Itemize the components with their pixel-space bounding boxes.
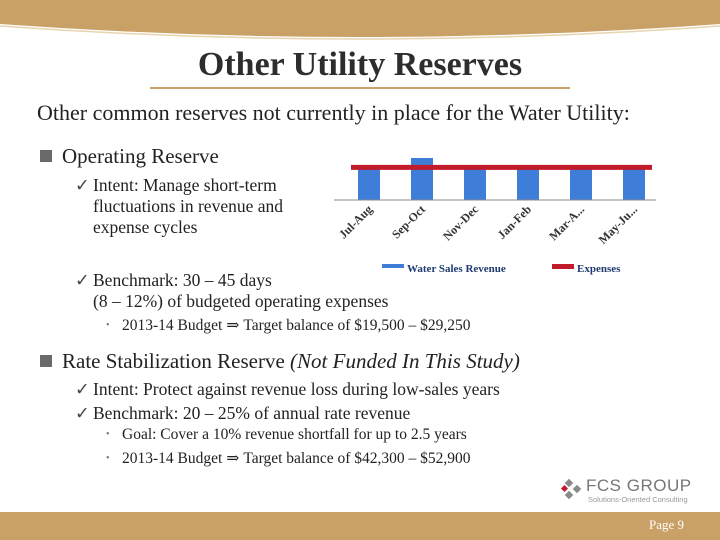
slide-title: Other Utility Reserves	[197, 46, 523, 83]
revenue-bar	[570, 166, 592, 200]
legend-swatch	[382, 264, 404, 268]
rate-benchmark-text: Benchmark: 20 – 25% of annual rate reven…	[93, 403, 411, 423]
arrow-icon: ⇒	[226, 450, 240, 467]
x-tick-label: May-Ju...	[596, 202, 641, 247]
checkmark-icon: ✓	[75, 379, 90, 399]
rate-budget: • 2013-14 Budget ⇒ Target balance of $42,30…	[106, 449, 471, 468]
revenue-bar	[517, 166, 539, 200]
budget-prefix: 2013-14 Budget	[122, 450, 223, 467]
x-tick-label: Jul-Aug	[336, 202, 375, 241]
dot-bullet-icon: •	[106, 453, 110, 464]
square-bullet-icon	[40, 150, 52, 162]
legend-label: Expenses	[577, 263, 621, 275]
rate-heading-text: Rate Stabilization Reserve	[62, 349, 285, 373]
rate-intent: ✓ Intent: Protect against revenue loss du…	[75, 379, 500, 400]
dot-bullet-icon: •	[106, 320, 110, 331]
rate-stabilization-heading: Rate Stabilization Reserve (Not Funded I…	[40, 349, 520, 374]
revenue-bar	[623, 166, 645, 200]
operating-intent: ✓ Intent: Manage short-term fluctuations …	[75, 175, 283, 238]
intent-line-1: Intent: Manage short-term	[93, 175, 277, 195]
slide-subtitle: Other common reserves not currently in p…	[37, 100, 630, 125]
rate-goal-text: Goal: Cover a 10% revenue shortfall for …	[122, 426, 467, 443]
rate-goal: • Goal: Cover a 10% revenue shortfall for…	[106, 426, 467, 444]
revenue-bar	[358, 166, 380, 200]
x-tick-label: Nov-Dec	[440, 202, 481, 243]
rate-heading-note: (Not Funded In This Study)	[290, 349, 520, 373]
legend-swatch	[552, 264, 574, 269]
page-number: Page 9	[648, 517, 684, 532]
rate-benchmark: ✓ Benchmark: 20 – 25% of annual rate reve…	[75, 403, 410, 424]
x-tick-label: Mar-A...	[546, 202, 587, 243]
intent-line-3: expense cycles	[93, 217, 198, 237]
operating-heading-text: Operating Reserve	[62, 144, 219, 168]
logo-name: FCS GROUP	[586, 476, 692, 495]
operating-benchmark: ✓ Benchmark: 30 – 45 days (8 – 12%) of bu…	[75, 270, 388, 312]
square-bullet-icon	[40, 355, 52, 367]
reserve-chart: Jul-Aug Sep-Oct Nov-Dec Jan-Feb Mar-A... May-…	[334, 158, 656, 275]
checkmark-icon: ✓	[75, 175, 90, 195]
benchmark-line-2: (8 – 12%) of budgeted operating expenses	[93, 291, 389, 311]
operating-reserve-heading: Operating Reserve	[40, 144, 219, 169]
rate-intent-text: Intent: Protect against revenue loss dur…	[93, 379, 500, 399]
top-band	[0, 0, 720, 20]
budget-text: Target balance of $42,300 – $52,900	[243, 450, 471, 467]
fcs-logo-mark-icon	[560, 478, 582, 500]
operating-budget: • 2013-14 Budget ⇒ Target balance of $19,50…	[106, 316, 471, 335]
title-underline	[150, 87, 570, 89]
checkmark-icon: ✓	[75, 403, 90, 423]
intent-line-2: fluctuations in revenue and	[93, 196, 284, 216]
x-tick-label: Sep-Oct	[389, 202, 428, 241]
benchmark-line-1: Benchmark: 30 – 45 days	[93, 270, 272, 290]
arrow-icon: ⇒	[226, 317, 240, 334]
legend-label: Water Sales Revenue	[407, 263, 506, 275]
bottom-band	[0, 512, 720, 540]
budget-text: Target balance of $19,500 – $29,250	[243, 317, 471, 334]
revenue-bar	[411, 158, 433, 200]
logo-tagline: Solutions-Oriented Consulting	[588, 495, 688, 504]
dot-bullet-icon: •	[106, 429, 110, 440]
x-tick-label: Jan-Feb	[495, 202, 535, 242]
top-curve-decoration	[0, 20, 720, 40]
budget-prefix: 2013-14 Budget	[122, 317, 223, 334]
checkmark-icon: ✓	[75, 270, 90, 290]
revenue-bar	[464, 166, 486, 200]
